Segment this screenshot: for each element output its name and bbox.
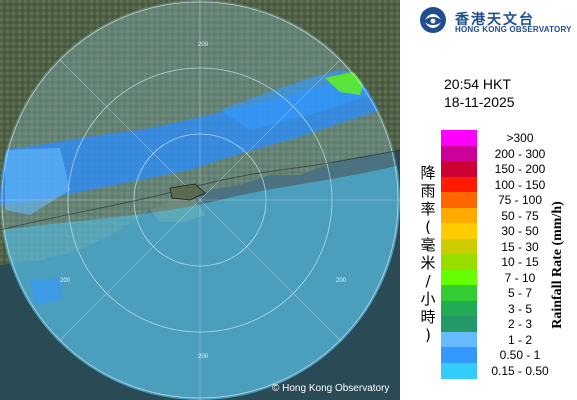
- legend-label: 100 - 150: [494, 177, 546, 192]
- radial-line: [59, 199, 201, 341]
- logo-chinese-name: 香港天文台: [455, 12, 535, 28]
- legend-swatch: [441, 161, 477, 177]
- radar-echo-moderate: [325, 72, 365, 95]
- radial-line: [59, 59, 201, 201]
- hko-logo: 香港天文台 HONG KONG OBSERVATORY: [415, 6, 573, 36]
- hko-emblem-icon: [420, 7, 446, 33]
- legend-label: 3 - 5: [507, 301, 532, 316]
- legend-swatch: [441, 145, 477, 162]
- legend-swatch: [441, 285, 477, 301]
- legend-label: 7 - 10: [504, 270, 536, 285]
- range-ring-label: 200: [336, 278, 347, 284]
- legend-label: 5 - 7: [507, 286, 532, 300]
- legend-title-chinese-char: 時: [420, 308, 436, 326]
- range-ring-label: 200: [60, 278, 71, 284]
- legend-title-chinese-char: /: [425, 272, 431, 290]
- coastline: [0, 149, 400, 231]
- legend-label: 2 - 3: [507, 317, 532, 331]
- legend-label: 0.15 - 0.50: [491, 363, 549, 378]
- legend-title-chinese-char: 雨: [420, 182, 436, 200]
- radial-line: [199, 59, 341, 201]
- legend-swatch: [441, 362, 477, 379]
- copyright-notice: © Hong Kong Observatory: [272, 383, 390, 394]
- legend-swatch: [441, 176, 477, 193]
- legend-title-english: Rainfall Rate (mm/h): [550, 201, 565, 329]
- legend-label: 10 - 15: [501, 255, 539, 269]
- legend-label: 150 - 200: [494, 162, 546, 176]
- legend-swatch: [441, 331, 477, 348]
- radar-echo-west: [5, 148, 70, 215]
- range-ring-label: 200: [198, 42, 209, 48]
- legend-swatch: [441, 207, 477, 224]
- legend-title-chinese-char: 米: [420, 254, 436, 272]
- legend-swatch: [441, 300, 477, 317]
- legend-title-chinese-char: (: [425, 218, 431, 236]
- rainfall-legend: >300 200 - 300 150 - 200 100 - 150 75 - 100 5…: [400, 0, 577, 400]
- legend-swatch: [441, 347, 477, 363]
- legend-title-chinese: 降雨率(毫米 / 小時): [420, 164, 436, 344]
- radial-line: [199, 199, 341, 341]
- legend-title-chinese-char: 小: [420, 290, 436, 308]
- legend-title-chinese-char: 率: [420, 200, 436, 218]
- legend-title-chinese-char: 降: [420, 164, 436, 182]
- legend-swatch: [441, 316, 477, 332]
- legend-swatch: [441, 238, 477, 255]
- legend-label: 1 - 2: [507, 332, 532, 347]
- legend-title-chinese-char: 毫: [420, 236, 436, 254]
- legend-label: 15 - 30: [501, 239, 539, 254]
- legend-swatch: [441, 269, 477, 286]
- observation-date: 18-11-2025: [444, 94, 515, 110]
- legend-title-chinese-char: ): [425, 326, 431, 344]
- legend-panel: 香港天文台 HONG KONG OBSERVATORY 20:54 HKT 18…: [400, 0, 577, 400]
- legend-label: >300: [506, 131, 534, 145]
- logo-english-name: HONG KONG OBSERVATORY: [455, 25, 572, 34]
- observation-time: 20:54 HKT: [444, 76, 511, 92]
- radar-echo-patch: [30, 278, 62, 305]
- legend-swatch: [441, 192, 477, 208]
- legend-label: 75 - 100: [497, 193, 543, 207]
- range-ring-label: 200: [198, 354, 209, 360]
- legend-swatch: [441, 223, 477, 239]
- legend-label: 200 - 300: [494, 146, 546, 161]
- legend-label: 0.50 - 1: [499, 348, 541, 362]
- hong-kong-island: [169, 183, 206, 201]
- radar-map: 200 200 200 200: [0, 0, 400, 400]
- legend-label: 30 - 50: [501, 224, 539, 238]
- legend-swatch: [441, 130, 477, 146]
- legend-swatch: [441, 254, 477, 270]
- legend-label: 50 - 75: [501, 208, 539, 223]
